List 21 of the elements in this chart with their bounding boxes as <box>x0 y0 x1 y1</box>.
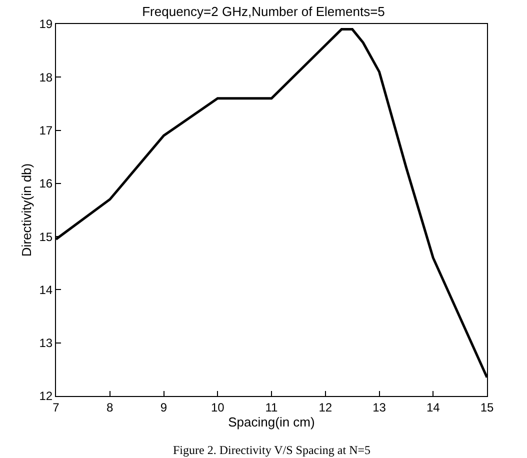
x-tick-label: 9 <box>160 400 168 414</box>
y-axis-title: Directivity(in db) <box>19 163 34 257</box>
chart-title: Frequency=2 GHz,Number of Elements=5 <box>142 4 385 19</box>
x-tick-label: 11 <box>265 400 278 414</box>
y-tick-label: 13 <box>39 336 53 350</box>
x-tick-label: 12 <box>318 400 332 414</box>
x-axis-title: Spacing(in cm) <box>228 414 315 430</box>
x-tick-label: 15 <box>480 400 494 414</box>
x-tick-label: 14 <box>426 400 440 414</box>
x-tick-label: 8 <box>106 400 114 414</box>
y-tick-label: 18 <box>39 70 53 84</box>
y-tick-label: 17 <box>39 123 53 138</box>
x-tick-label: 10 <box>210 400 225 414</box>
y-tick-label: 12 <box>39 389 53 404</box>
y-tick-label: 15 <box>39 230 53 244</box>
y-tick-label: 19 <box>39 17 53 32</box>
x-tick-label: 13 <box>372 400 386 414</box>
x-tick-label: 7 <box>52 400 60 414</box>
y-tick-label: 14 <box>39 282 53 297</box>
y-tick-label: 16 <box>39 176 53 191</box>
caption: Figure 2. Directivity V/S Spacing at N=5 <box>173 443 371 457</box>
